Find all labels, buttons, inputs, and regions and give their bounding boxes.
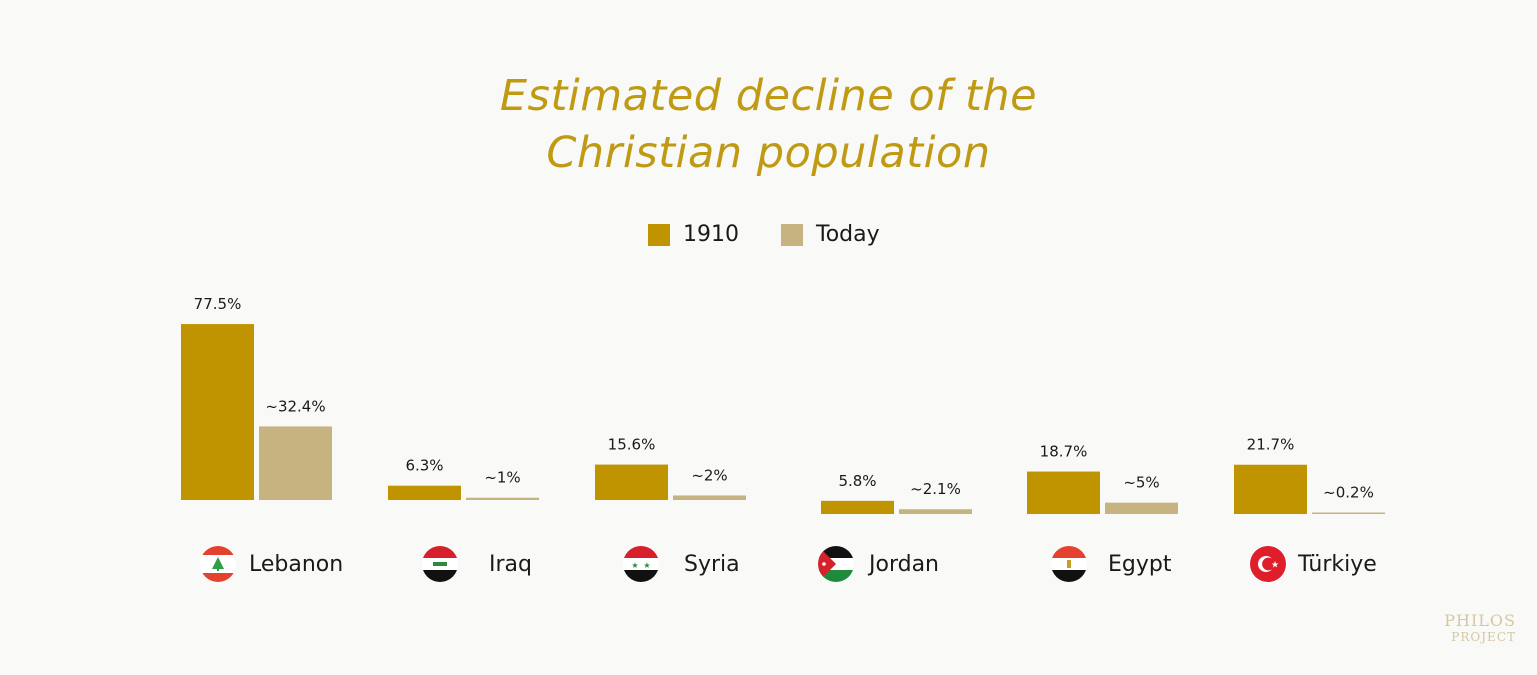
data-label-iraq-1910: 6.3%: [405, 457, 443, 475]
country-label-jordan: Jordan: [818, 545, 939, 583]
title-line-2: Christian population: [546, 128, 991, 178]
data-label-syria-today: ~2%: [691, 466, 727, 484]
bar-syria-1910: [595, 464, 668, 500]
data-label-egypt-1910: 18.7%: [1040, 443, 1088, 461]
svg-text:★: ★: [1271, 561, 1279, 571]
title-line-1: Estimated decline of the: [499, 71, 1038, 121]
bar-jordan-1910: [821, 500, 894, 514]
syria-flag-icon: ★ ★: [623, 546, 659, 582]
bar-iraq-1910: [388, 485, 461, 500]
data-label-jordan-today: ~2.1%: [910, 480, 961, 498]
svg-text:★: ★: [631, 561, 638, 570]
bar-egypt-today: [1105, 502, 1178, 514]
philos-project-logo: PHILOS PROJECT: [1424, 611, 1516, 645]
bar-trkiye-today: [1312, 512, 1385, 514]
data-label-jordan-1910: 5.8%: [838, 472, 876, 490]
egypt-flag-icon: [1051, 546, 1087, 582]
bar-jordan-today: [899, 509, 972, 514]
country-name: Türkiye: [1298, 551, 1377, 577]
country-label-iraq: Iraq: [422, 545, 532, 583]
logo-line-1: PHILOS: [1444, 611, 1516, 630]
country-name: Lebanon: [249, 551, 344, 577]
legend-item-1910: 1910: [648, 222, 739, 247]
bar-lebanon-1910: [181, 324, 254, 500]
chart-legend: 1910 Today: [648, 222, 880, 247]
logo-line-2: PROJECT: [1451, 630, 1516, 644]
legend-swatch-today: [781, 223, 803, 246]
data-label-lebanon-today: ~32.4%: [265, 397, 325, 415]
legend-item-today: Today: [781, 222, 880, 247]
country-name: Iraq: [489, 551, 532, 577]
bar-lebanon-today: [259, 426, 332, 500]
data-label-iraq-today: ~1%: [484, 469, 520, 487]
country-label-syria: ★ ★ Syria: [623, 545, 740, 583]
country-name: Jordan: [869, 551, 939, 577]
jordan-flag-icon: [818, 546, 854, 582]
legend-label-1910: 1910: [683, 222, 739, 247]
country-label-turkiye: ★ Türkiye: [1250, 545, 1377, 583]
bar-iraq-today: [466, 497, 539, 500]
bar-syria-today: [673, 495, 746, 500]
iraq-flag-icon: [422, 546, 458, 582]
data-label-egypt-today: ~5%: [1123, 474, 1159, 492]
legend-swatch-1910: [648, 223, 670, 246]
lebanon-flag-icon: [200, 546, 236, 582]
legend-label-today: Today: [816, 222, 880, 247]
data-label-lebanon-1910: 77.5%: [194, 295, 242, 313]
chart-title: Estimated decline of the Christian popul…: [0, 68, 1537, 182]
data-label-trkiye-1910: 21.7%: [1247, 436, 1295, 454]
country-label-lebanon: Lebanon: [200, 545, 343, 583]
country-label-egypt: Egypt: [1051, 545, 1171, 583]
bar-egypt-1910: [1027, 471, 1100, 514]
data-label-syria-1910: 15.6%: [608, 436, 656, 454]
country-name: Syria: [684, 551, 740, 577]
turkiye-flag-icon: ★: [1250, 546, 1286, 582]
bar-trkiye-1910: [1234, 464, 1307, 514]
country-name: Egypt: [1108, 551, 1172, 577]
svg-text:★: ★: [643, 561, 650, 570]
data-label-trkiye-today: ~0.2%: [1323, 484, 1374, 502]
